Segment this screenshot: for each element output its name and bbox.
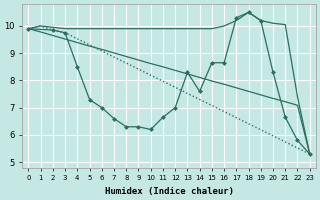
X-axis label: Humidex (Indice chaleur): Humidex (Indice chaleur) bbox=[105, 187, 234, 196]
